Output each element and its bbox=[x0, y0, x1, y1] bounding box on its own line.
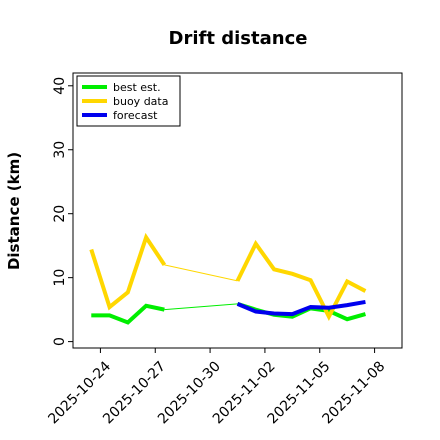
series-layer bbox=[89, 232, 367, 325]
series-line bbox=[91, 303, 165, 325]
y-axis: 0 10 20 30 40 bbox=[52, 77, 73, 346]
y-tick-label: 0 bbox=[52, 337, 68, 346]
series-line bbox=[89, 232, 167, 311]
y-tick-label: 30 bbox=[52, 141, 68, 159]
y-tick-label: 40 bbox=[52, 77, 68, 95]
series-gap-connector bbox=[164, 264, 238, 282]
series-forecast bbox=[236, 299, 366, 317]
legend-label: forecast bbox=[113, 109, 158, 122]
legend-label: best est. bbox=[113, 81, 161, 94]
legend-label: buoy data bbox=[113, 95, 168, 108]
y-tick-label: 10 bbox=[52, 269, 68, 287]
y-tick-label: 20 bbox=[52, 205, 68, 223]
series-line bbox=[236, 299, 366, 317]
series-buoy-data bbox=[89, 232, 367, 322]
x-axis: 2025-10-242025-10-272025-10-302025-11-02… bbox=[45, 348, 388, 427]
series-line bbox=[235, 239, 367, 322]
plot-frame bbox=[72, 72, 403, 349]
y-axis-label: Distance (km) bbox=[5, 152, 23, 270]
series-gap-connector bbox=[164, 303, 238, 311]
chart-title: Drift distance bbox=[169, 28, 308, 49]
